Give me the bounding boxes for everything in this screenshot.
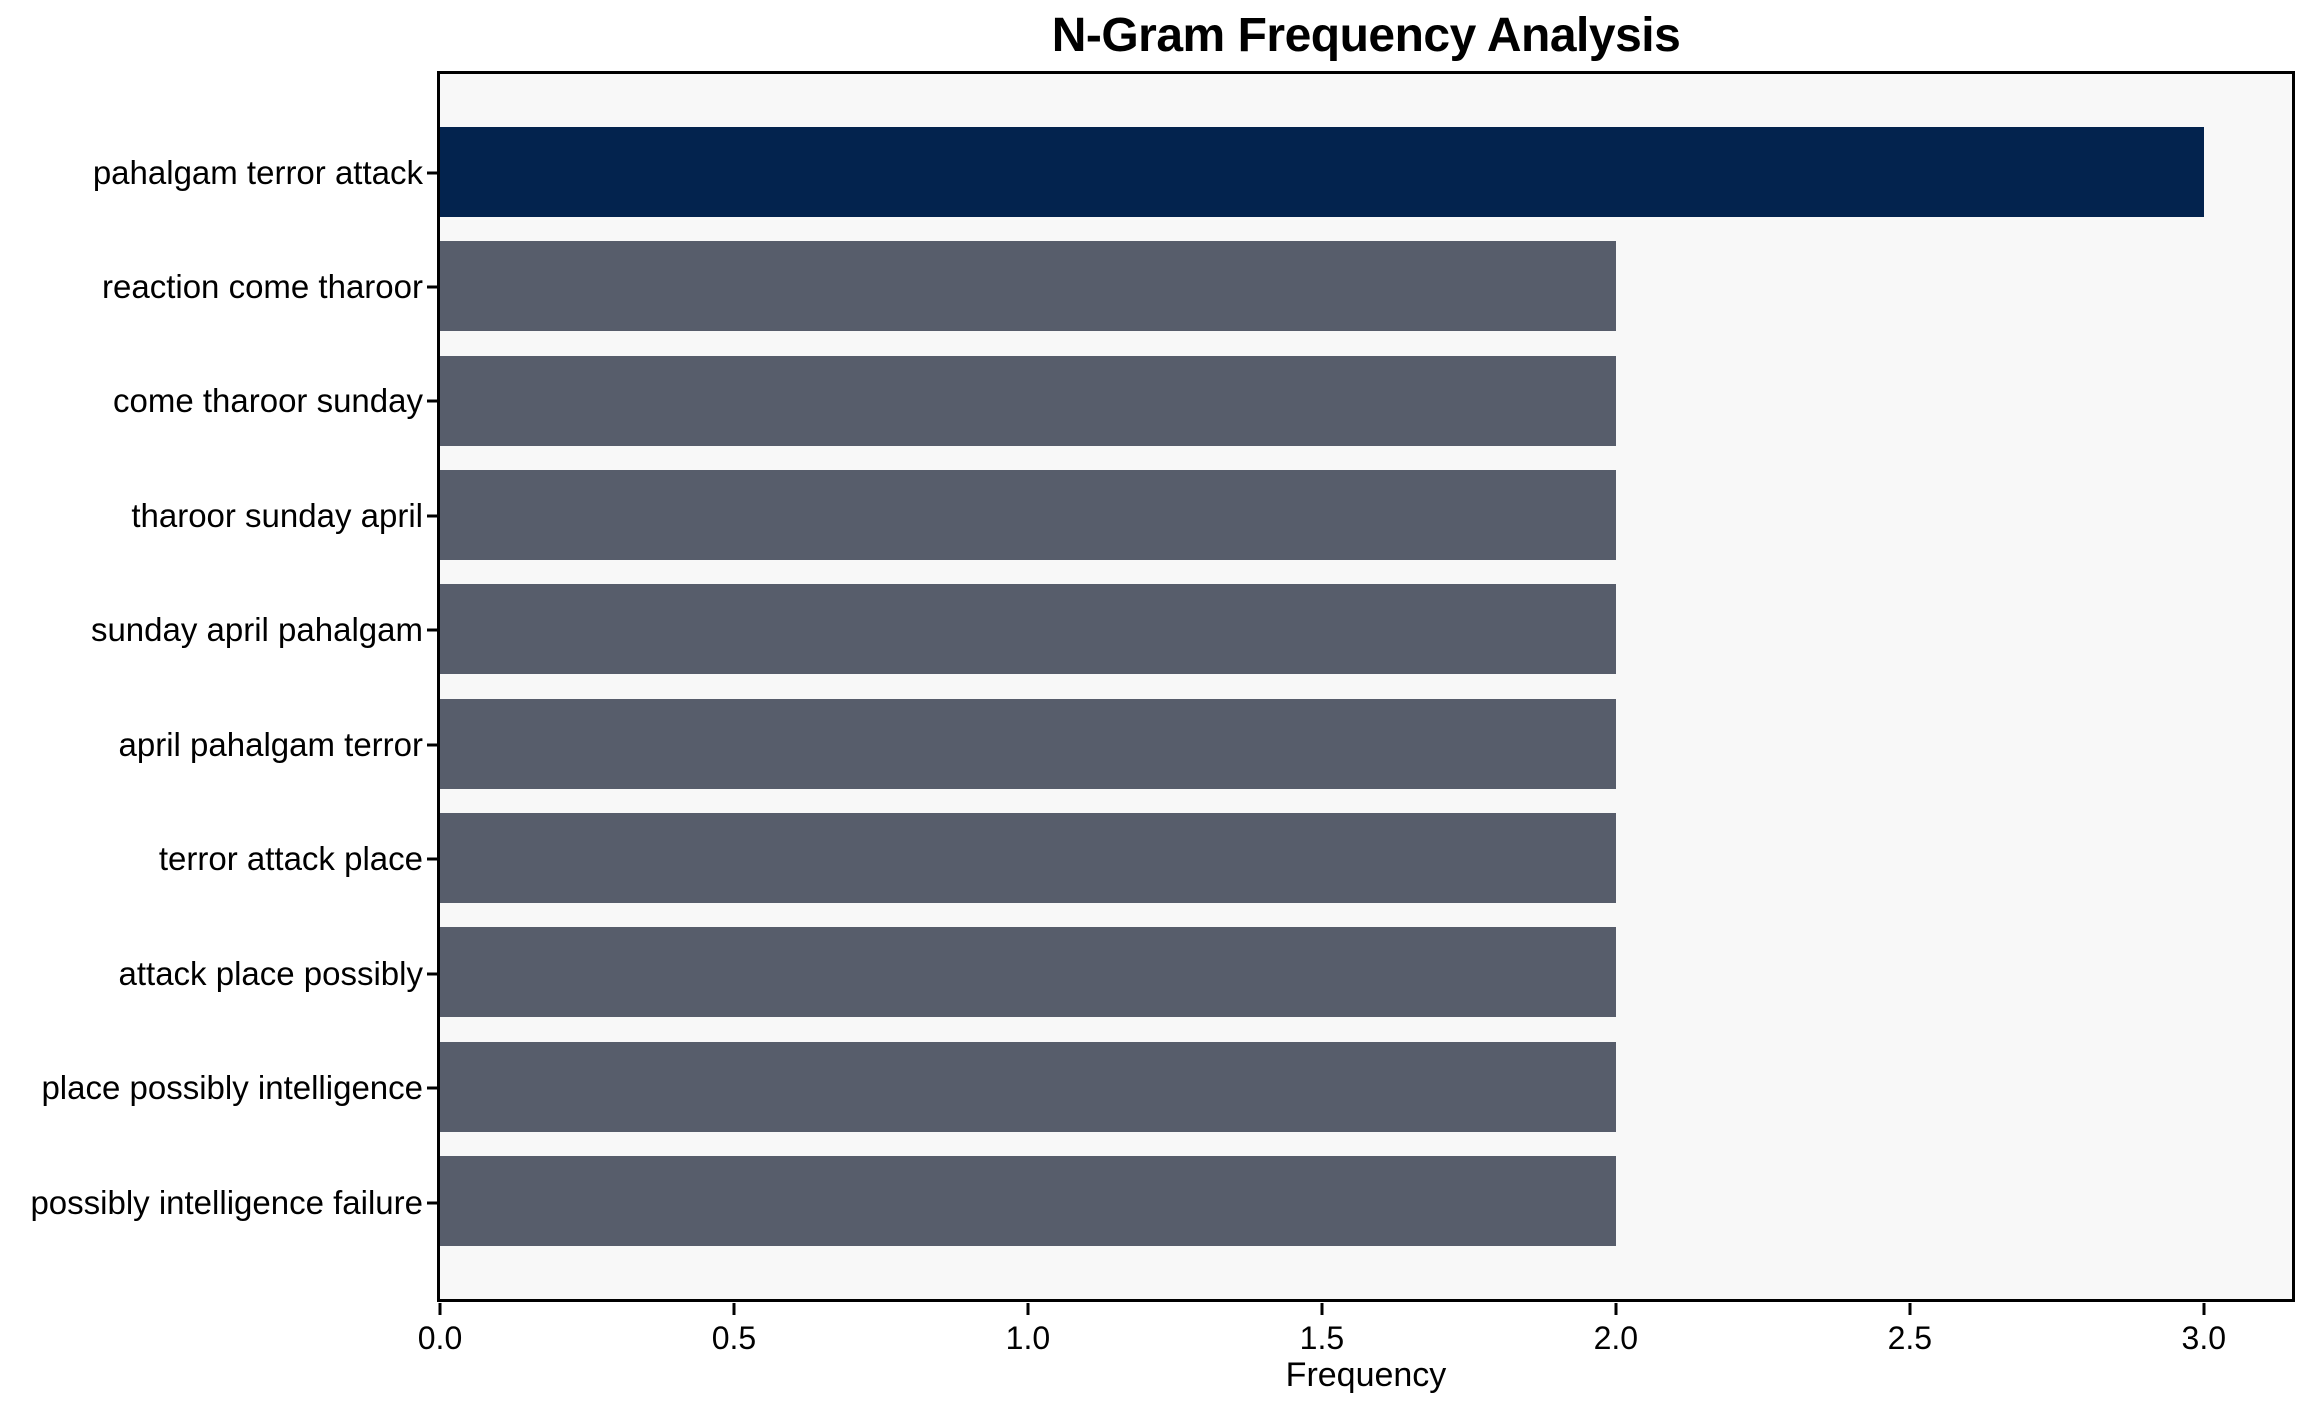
x-tick-label: 3.0: [2181, 1320, 2227, 1356]
y-tick-label: reaction come tharoor: [102, 267, 423, 305]
bar-sunday-april-pahalgam: [440, 584, 1616, 675]
plot-area: [437, 71, 2295, 1302]
y-tick-mark: [427, 514, 437, 518]
y-axis-labels: pahalgam terror attack reaction come thar…: [0, 74, 437, 1301]
x-tick-mark: [2202, 1303, 2206, 1315]
bar-reaction-come-tharoor: [440, 241, 1616, 332]
y-tick-label: attack place possibly: [118, 954, 424, 992]
y-tick-label: possibly intelligence failure: [30, 1183, 423, 1221]
y-tick-mark: [427, 972, 437, 976]
x-tick-label: 2.5: [1887, 1320, 1933, 1356]
x-tick-mark: [732, 1303, 736, 1315]
bar-slot: [440, 572, 2292, 686]
y-tick-mark: [427, 171, 437, 174]
bar-slot: [440, 1144, 2292, 1258]
y-tick-mark: [427, 399, 437, 403]
x-tick-label: 1.0: [1005, 1320, 1051, 1356]
bar-tharoor-sunday-april: [440, 470, 1616, 561]
bar-attack-place-possibly: [440, 927, 1616, 1018]
bar-slot: [440, 801, 2292, 915]
bar-come-tharoor-sunday: [440, 355, 1616, 446]
y-tick-label: place possibly intelligence: [41, 1069, 423, 1107]
bar-pahalgam-terror-attack: [440, 127, 2204, 218]
bar-slot: [440, 344, 2292, 458]
bar-slot: [440, 1029, 2292, 1143]
x-tick-mark: [1614, 1303, 1618, 1315]
x-axis-label: Frequency: [1285, 1356, 1447, 1394]
y-tick-label: pahalgam terror attack: [92, 153, 423, 191]
bar-slot: [440, 115, 2292, 229]
y-tick-label: come tharoor sunday: [112, 382, 423, 420]
bars-container: [440, 74, 2292, 1299]
x-axis-ticks: 0.0 0.5 1.0 1.5 2.0 2.5 3.0: [418, 1302, 2292, 1366]
bar-possibly-intelligence-failure: [440, 1155, 1616, 1246]
x-tick-mark: [1320, 1303, 1324, 1315]
x-tick-label: 1.5: [1299, 1320, 1345, 1356]
chart-title: N-Gram Frequency Analysis: [1051, 9, 1681, 62]
bar-slot: [440, 686, 2292, 800]
y-tick-mark: [427, 1086, 437, 1090]
x-tick-label: 0.5: [711, 1320, 757, 1356]
y-tick-mark: [427, 743, 437, 747]
y-axis-tick-marks: [0, 74, 437, 1301]
bar-slot: [440, 229, 2292, 343]
bar-slot: [440, 458, 2292, 572]
bar-slot: [440, 915, 2292, 1029]
y-tick-mark: [427, 628, 437, 632]
y-tick-label: tharoor sunday april: [131, 496, 423, 534]
y-tick-label: terror attack place: [158, 840, 423, 878]
y-tick-label: april pahalgam terror: [118, 725, 423, 763]
y-tick-mark: [427, 857, 437, 861]
y-tick-label: sunday april pahalgam: [90, 611, 423, 649]
x-tick-mark: [1908, 1303, 1912, 1315]
x-tick-mark: [1026, 1303, 1030, 1315]
bar-terror-attack-place: [440, 812, 1616, 903]
bar-place-possibly-intelligence: [440, 1041, 1616, 1132]
x-tick-label: 0.0: [417, 1320, 463, 1356]
y-tick-mark: [427, 285, 437, 289]
x-tick-mark: [438, 1303, 442, 1315]
bar-april-pahalgam-terror: [440, 698, 1616, 789]
x-tick-label: 2.0: [1593, 1320, 1639, 1356]
y-tick-mark: [427, 1201, 437, 1205]
